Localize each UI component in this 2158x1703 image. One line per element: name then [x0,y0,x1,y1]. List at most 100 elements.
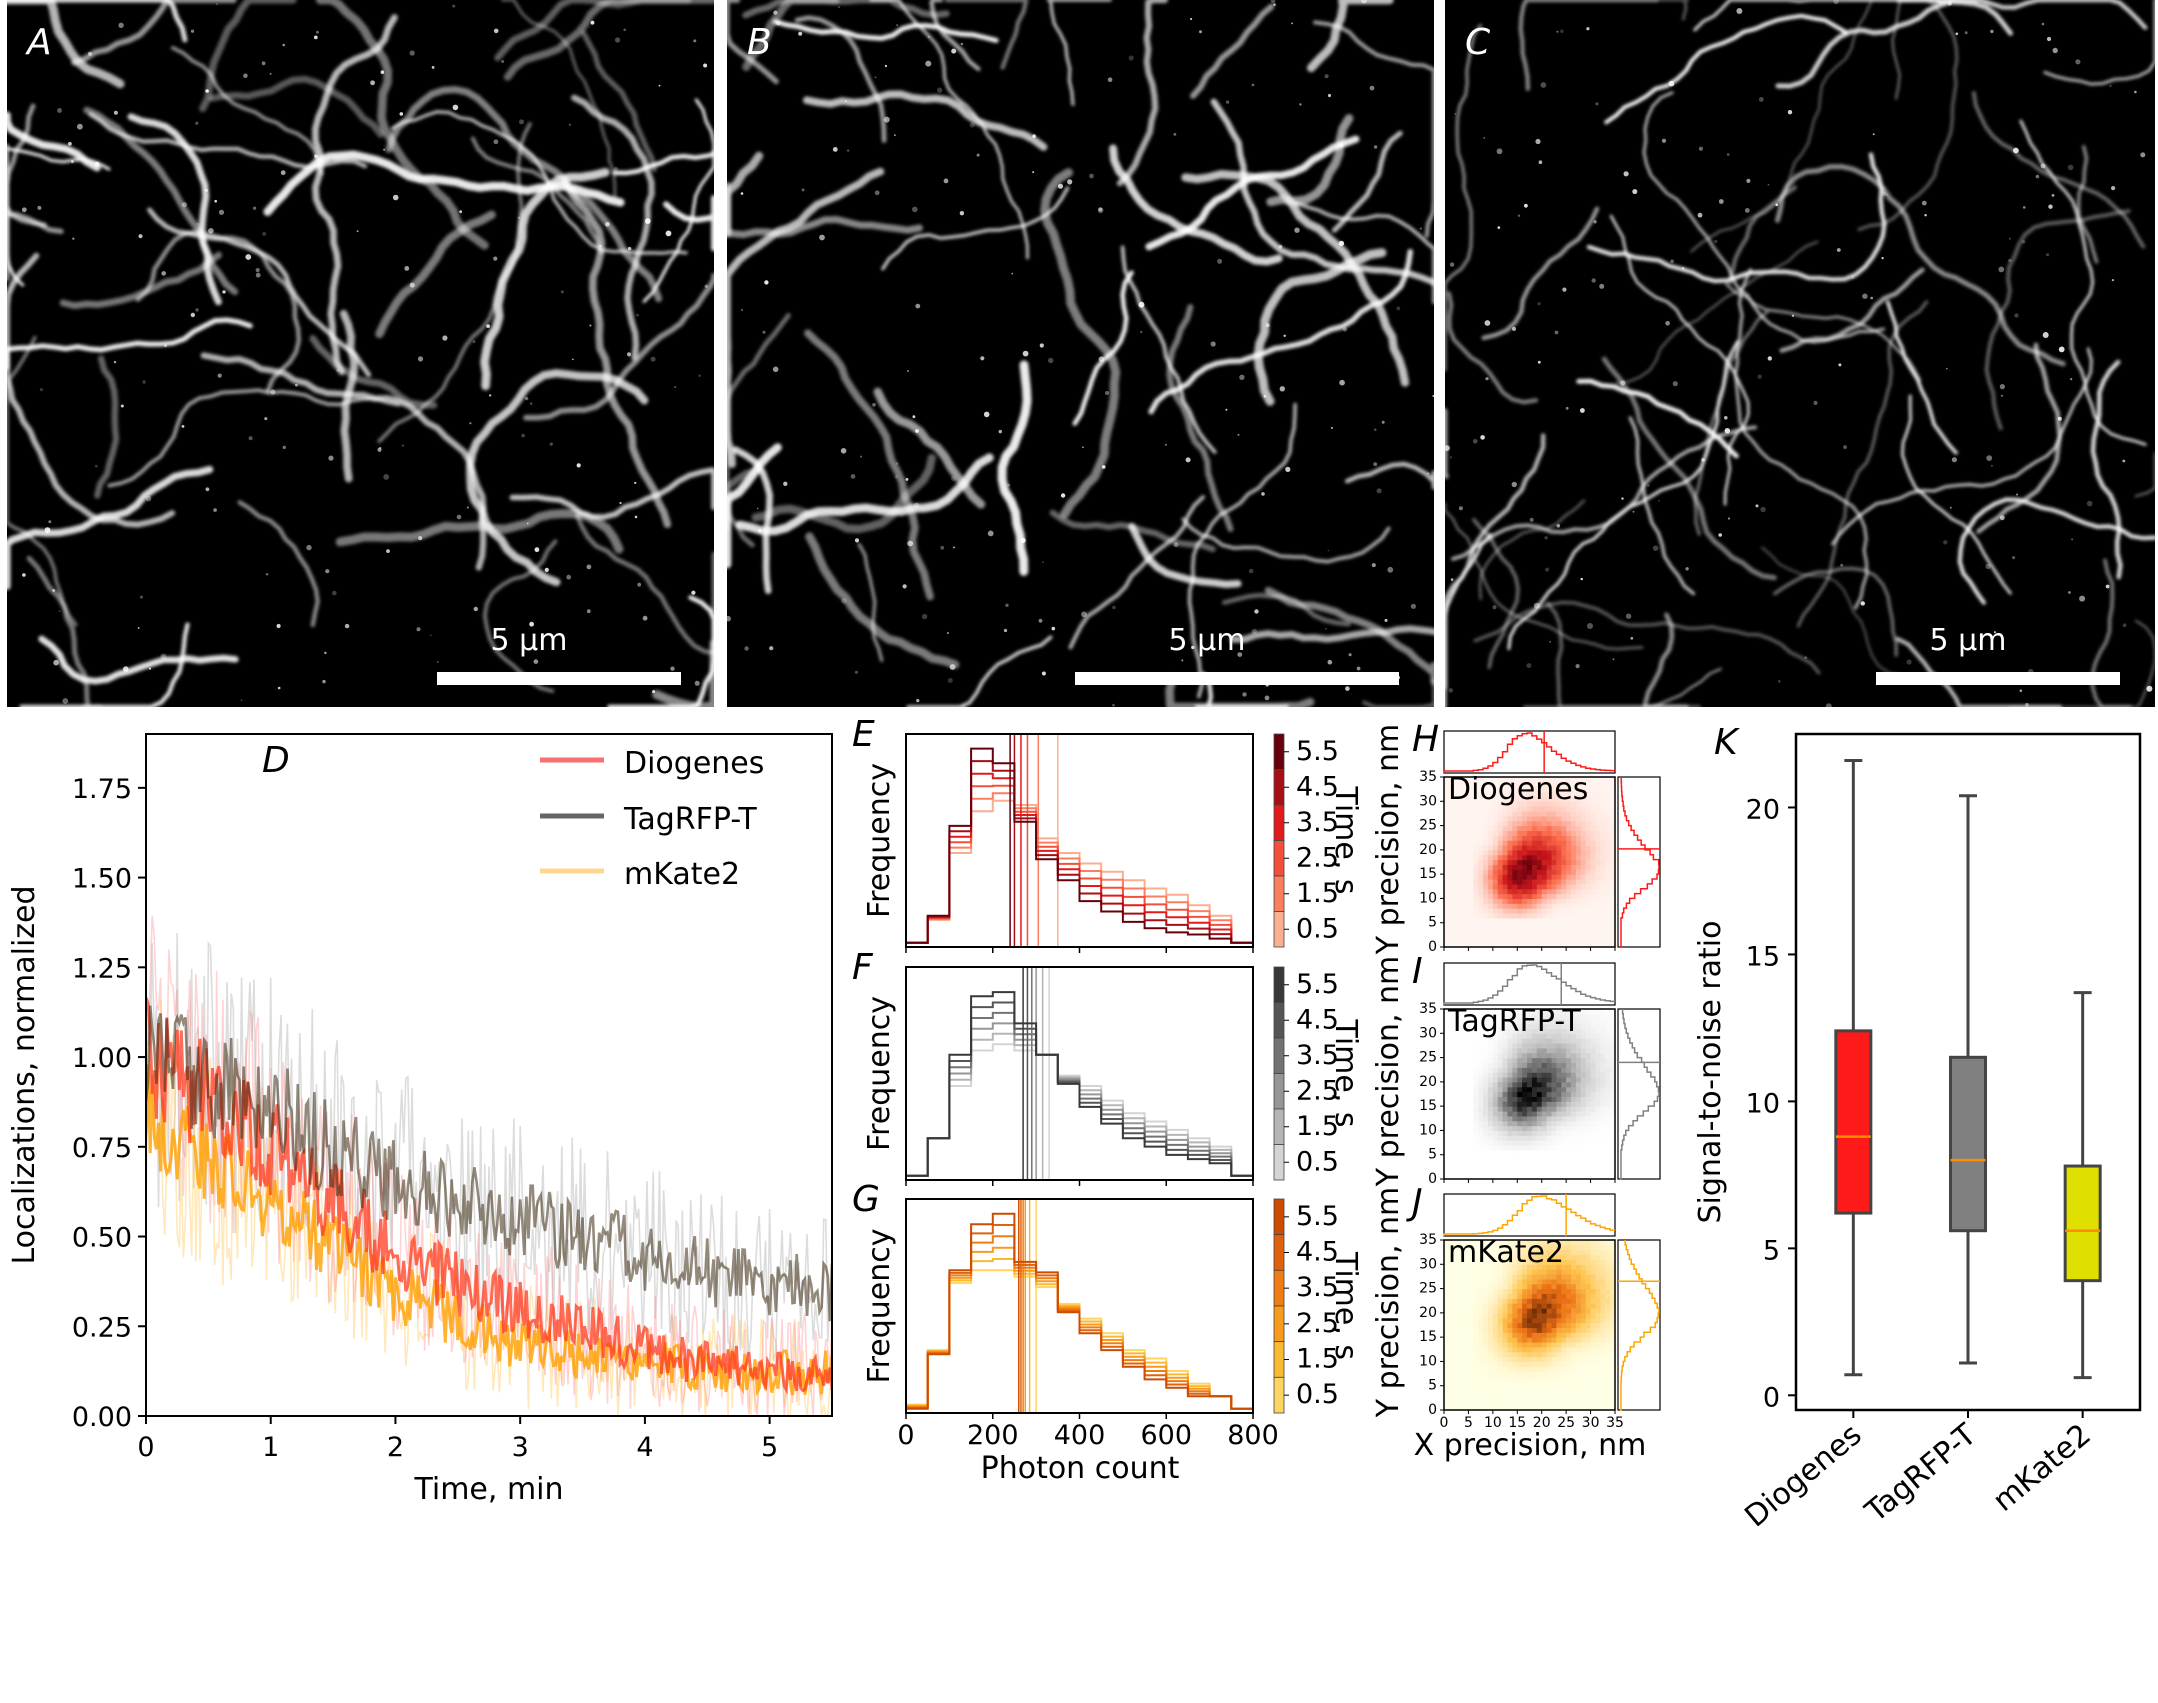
heatmap-cell [1478,1106,1484,1112]
heatmap-cell [1590,1043,1597,1049]
speckle [404,266,410,271]
heatmap-cell [1561,791,1567,798]
heatmap-cell [1448,1244,1455,1251]
heatmap-cell [1551,1259,1557,1265]
heatmap-cell [1595,1135,1601,1141]
heatmap-cell [1575,1346,1582,1353]
heatmap-cell [1517,1164,1523,1170]
heatmap-cell [1585,879,1592,885]
heatmap-cell [1517,1120,1523,1127]
heatmap-cell [1541,1259,1548,1265]
heatmap-cell [1600,1009,1606,1015]
heatmap-cell [1556,1278,1562,1285]
heatmap-cell [1468,1356,1474,1363]
heatmap-cell [1458,1244,1465,1251]
heatmap-cell [1512,917,1518,924]
heatmap-cell [1546,1254,1553,1261]
heatmap-cell [1492,825,1499,832]
heatmap-cell [1590,1145,1597,1151]
heatmap-cell [1600,1057,1606,1064]
filament [4,252,176,528]
heatmap-cell [1444,1351,1450,1358]
heatmap-cell [1541,1312,1548,1319]
heatmap-cell [1473,1332,1479,1338]
heatmap-cell [1571,888,1577,895]
heatmap-cell [1507,1023,1513,1030]
heatmap-cell [1541,888,1548,895]
heatmap-cell [1487,1303,1494,1309]
heatmap-cell [1473,840,1479,846]
heatmap-cell [1590,1120,1597,1127]
speckle [2052,47,2058,54]
heatmap-cell [1512,1115,1518,1122]
speckle [163,343,168,348]
heatmap-cell [1517,801,1523,807]
heatmap-cell [1492,1361,1499,1367]
speckle [969,122,975,128]
heatmap-cell [1595,869,1601,875]
heatmap-cell [1541,1385,1548,1392]
speckle [838,6,840,8]
heatmap-cell [1444,1264,1450,1270]
heatmap-cell [1492,1342,1499,1348]
heatmap-cell [1610,811,1616,817]
heatmap-cell [1517,937,1523,943]
heatmap-cell [1468,1385,1474,1392]
heatmap-cell [1590,835,1597,841]
speckle [214,199,217,203]
heatmap-cell [1492,801,1499,807]
heatmap-cell [1487,879,1494,885]
heatmap-cell [1600,1351,1606,1358]
heatmap-cell [1556,1240,1562,1246]
heatmap-cell [1483,1274,1489,1280]
heatmap-cell [1600,849,1606,856]
heatmap-cell [1512,1013,1518,1020]
heatmap-cell [1571,1106,1577,1112]
heatmap-cell [1453,942,1460,948]
x-tick-label: 2 [387,1432,404,1463]
heatmap-cell [1478,820,1484,827]
heatmap-cell [1610,854,1616,861]
heatmap-cell [1522,917,1528,924]
heatmap-cell [1580,830,1587,836]
heatmap-cell [1590,820,1597,827]
heatmap-cell [1590,1293,1597,1299]
heatmap-cell [1487,1327,1494,1333]
heatmap-cell [1468,1149,1474,1156]
heatmap-cell [1605,845,1611,851]
heatmap-cell [1522,1154,1528,1161]
heatmap-cell [1541,1125,1548,1132]
speckle [255,268,260,273]
heatmap-cell [1605,1154,1611,1161]
heatmap-cell [1551,1351,1557,1358]
heatmap-cell [1610,830,1616,836]
heatmap-cell [1595,1303,1601,1309]
heatmap-cell [1561,1244,1567,1251]
heatmap-cell [1497,1308,1504,1314]
speckle [370,80,375,86]
heatmap-cell [1536,1067,1543,1073]
heatmap-cell [1527,1361,1533,1367]
heatmap-cell [1473,1244,1479,1251]
speckle [549,442,553,446]
heatmap-cell [1580,859,1587,866]
heatmap-cell [1585,1269,1592,1275]
heatmap-cell [1600,1346,1606,1353]
heatmap-cell [1571,1086,1577,1093]
heatmap-cell [1546,830,1553,836]
heatmap-cell [1522,1254,1528,1261]
heatmap-cell [1536,1145,1543,1151]
heatmap-cell [1507,1303,1513,1309]
heatmap-cell [1561,1240,1567,1246]
heatmap-cell [1531,937,1538,943]
heatmap-cell [1444,903,1450,909]
heatmap-cell [1512,1120,1518,1127]
heatmap-cell [1527,791,1533,798]
heatmap-cell [1448,849,1455,856]
heatmap-cell [1453,820,1460,827]
filament [1891,0,1942,100]
y-tick-label: 0.50 [72,1223,132,1254]
